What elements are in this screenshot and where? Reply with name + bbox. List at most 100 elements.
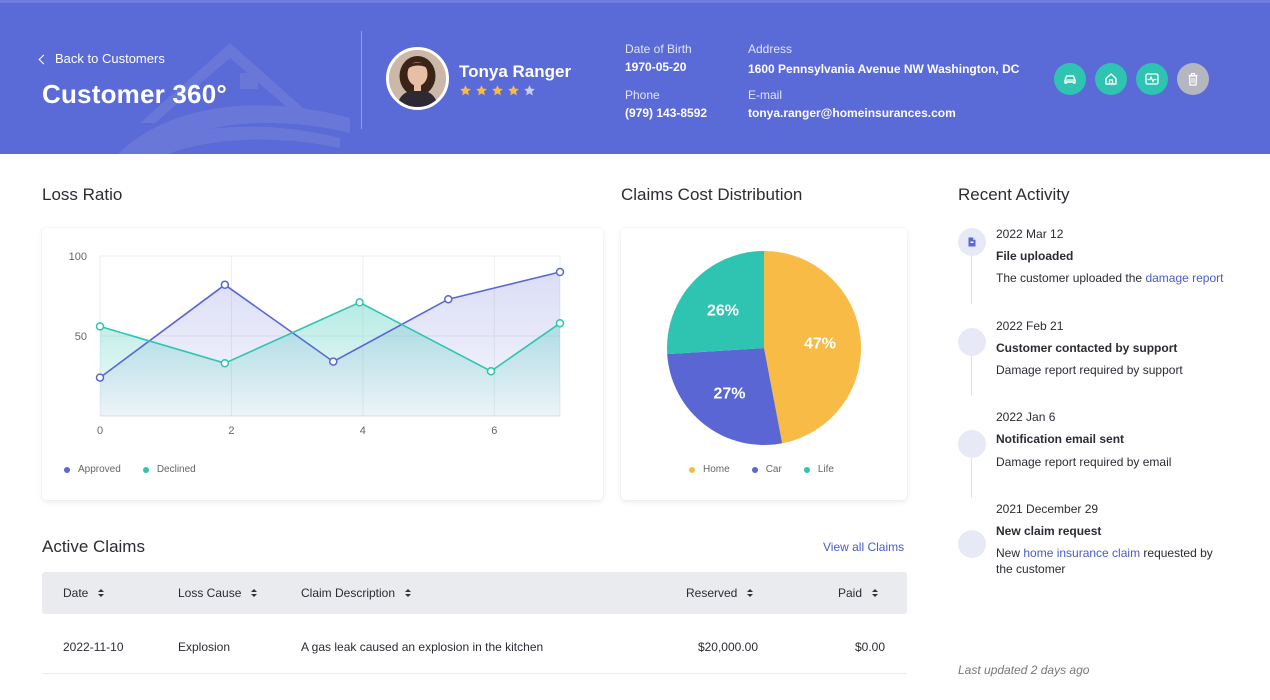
column-label: Date (63, 586, 89, 600)
view-all-claims-link[interactable]: View all Claims (823, 540, 905, 554)
pie-slice-life[interactable] (667, 251, 764, 355)
activity-description: Damage report required by email (996, 455, 1172, 469)
x-tick-label: 4 (360, 425, 366, 437)
y-tick-label: 50 (75, 331, 87, 343)
car-icon (1064, 75, 1076, 84)
legend-item-car[interactable]: Car (751, 464, 782, 475)
cell-reserved: $20,000.00 (697, 640, 758, 654)
column-label: Claim Description (301, 586, 396, 600)
email-label: E-mail (748, 88, 783, 102)
pie-slice-home[interactable] (764, 251, 861, 444)
phone-label: Phone (625, 88, 660, 102)
legend-dot (64, 466, 70, 473)
chevron-left-icon (38, 54, 49, 64)
point-approved[interactable] (555, 267, 565, 277)
timeline-dot (958, 228, 986, 256)
customer-name: Tonya Ranger (459, 62, 572, 81)
back-to-customers-link[interactable]: Back to Customers (38, 51, 165, 66)
timeline-dot (958, 530, 986, 558)
sort-icon (98, 589, 105, 597)
activity-text: The customer uploaded the (996, 271, 1146, 285)
point-approved[interactable] (329, 357, 338, 366)
recent-activity-title: Recent Activity (958, 185, 1070, 204)
pie-label-car: 27% (714, 385, 746, 402)
column-header-paid[interactable]: Paid (838, 586, 879, 600)
header-divider (361, 31, 362, 129)
customer-rating (459, 84, 536, 97)
y-tick-label: 100 (69, 251, 87, 263)
pie-slice-car[interactable] (667, 348, 783, 445)
cell-date: 2022-11-10 (63, 640, 124, 654)
point-approved[interactable] (95, 373, 105, 382)
star-filled-icon (492, 85, 503, 96)
column-header-reserved[interactable]: Reserved (686, 586, 754, 600)
activity-title: Customer contacted by support (996, 341, 1178, 355)
sort-icon (872, 589, 879, 597)
point-approved[interactable] (444, 294, 453, 304)
loss-ratio-card: 0 2 4 6 50 100 Approved Declined (42, 228, 603, 500)
house-logo-watermark (118, 43, 350, 154)
pie-label-home: 47% (804, 336, 836, 353)
legend-label: Approved (78, 464, 121, 475)
column-header-loss-cause[interactable]: Loss Cause (178, 586, 258, 600)
x-tick-label: 6 (491, 425, 497, 437)
timeline-dot (958, 328, 986, 356)
x-tick-label: 0 (97, 425, 103, 437)
file-upload-icon (968, 237, 976, 247)
column-label: Paid (838, 586, 863, 600)
dob-value: 1970-05-20 (625, 60, 687, 74)
page-header: Back to Customers Customer 360° Tonya Ra… (0, 0, 1270, 154)
claims-table-header: Date Loss Cause Claim Description Reserv… (42, 572, 907, 614)
customer-avatar (386, 47, 449, 110)
column-label: Loss Cause (178, 586, 242, 600)
trash-icon (1188, 72, 1198, 86)
activity-title: File uploaded (996, 249, 1074, 263)
point-declined[interactable] (355, 298, 364, 307)
sort-icon (405, 589, 412, 597)
cell-loss-cause: Explosion (178, 640, 231, 654)
car-policy-button[interactable] (1054, 63, 1086, 95)
sort-icon (251, 589, 258, 597)
legend-label: Home (703, 464, 730, 475)
activity-date: 2022 Feb 21 (996, 319, 1064, 333)
point-declined[interactable] (95, 322, 105, 331)
loss-ratio-legend: Approved Declined (64, 464, 196, 475)
point-approved[interactable] (220, 280, 230, 290)
table-row[interactable]: 2022-11-10 Explosion A gas leak caused a… (42, 614, 907, 674)
loss-ratio-chart: 0 2 4 6 50 100 (69, 251, 565, 437)
legend-dot (142, 466, 149, 473)
column-label: Reserved (686, 586, 738, 600)
legend-item-declined[interactable]: Declined (142, 464, 196, 475)
claims-legend: Home Car Life (689, 464, 834, 475)
column-header-date[interactable]: Date (63, 586, 105, 600)
life-policy-button[interactable] (1136, 63, 1168, 95)
point-declined[interactable] (555, 318, 565, 328)
home-insurance-claim-link[interactable]: home insurance claim (1023, 546, 1141, 560)
legend-dot (803, 466, 810, 473)
activity-date: 2022 Mar 12 (996, 227, 1064, 241)
star-empty-icon (524, 85, 535, 96)
activity-description: Damage report required by support (996, 363, 1183, 377)
last-updated-text: Last updated 2 days ago (958, 663, 1090, 677)
loss-ratio-title: Loss Ratio (42, 185, 123, 204)
legend-item-life[interactable]: Life (803, 464, 834, 475)
damage-report-link[interactable]: damage report (1145, 271, 1224, 285)
legend-item-approved[interactable]: Approved (64, 464, 121, 475)
column-header-claim-description[interactable]: Claim Description (301, 586, 412, 600)
cell-paid: $0.00 (854, 640, 885, 654)
back-link-label: Back to Customers (55, 51, 165, 66)
home-icon (1105, 73, 1117, 85)
claims-distribution-card: 47% 27% 26% Home Car Life (621, 228, 907, 500)
activity-description: The customer uploaded the damage report (996, 270, 1246, 286)
phone-value: (979) 143-8592 (625, 106, 708, 120)
home-policy-button[interactable] (1095, 63, 1127, 95)
legend-item-home[interactable]: Home (689, 464, 730, 475)
avatar-portrait-icon (389, 50, 446, 107)
timeline-connector (971, 356, 972, 396)
delete-customer-button[interactable] (1177, 63, 1209, 95)
heartbeat-icon (1145, 73, 1159, 85)
activity-date: 2022 Jan 6 (996, 410, 1056, 424)
point-declined[interactable] (486, 366, 496, 376)
point-declined[interactable] (220, 358, 230, 368)
cell-claim-description: A gas leak caused an explosion in the ki… (301, 640, 544, 654)
